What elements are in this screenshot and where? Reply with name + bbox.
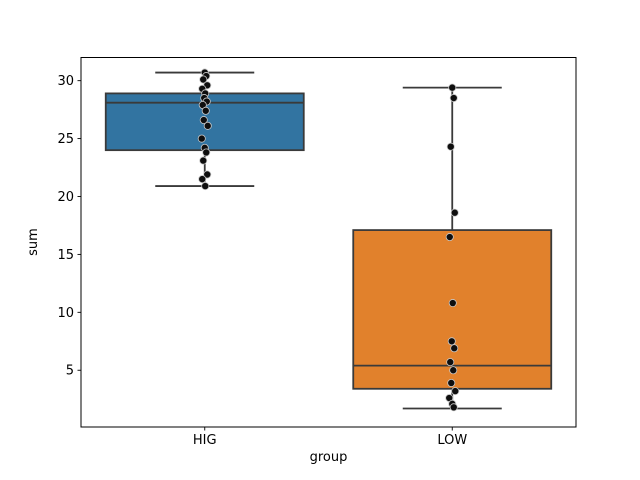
data-point-LOW [445, 233, 454, 242]
y-tick-label: 10 [57, 306, 74, 321]
data-point-HIG [203, 121, 212, 130]
x-tick-label-LOW: LOW [437, 433, 467, 448]
data-point-LOW [449, 94, 458, 103]
data-point-LOW [447, 337, 456, 346]
data-point-HIG [199, 75, 208, 84]
y-tick-label: 30 [57, 74, 74, 89]
y-tick-label: 25 [57, 132, 74, 147]
data-point-LOW [446, 142, 455, 151]
data-point-LOW [449, 366, 458, 375]
y-tick-label: 15 [57, 248, 74, 263]
data-point-HIG [199, 116, 208, 125]
y-axis-label: sum [26, 228, 41, 256]
data-point-HIG [201, 106, 210, 115]
data-point-HIG [203, 170, 212, 179]
data-point-LOW [449, 403, 458, 412]
axes-frame [80, 57, 577, 428]
data-point-LOW [450, 208, 459, 217]
y-axis-ticks: 5 10 15 20 25 30 [57, 74, 81, 379]
x-tick-label-HIG: HIG [193, 433, 217, 448]
data-point-HIG [202, 148, 211, 157]
data-point-LOW [451, 387, 460, 396]
data-point-LOW [448, 299, 457, 308]
data-point-LOW [447, 378, 456, 387]
x-axis-label: group [310, 450, 348, 465]
data-point-HIG [199, 156, 208, 165]
data-point-LOW [448, 83, 457, 92]
y-tick-label: 20 [57, 190, 74, 205]
data-point-HIG [197, 134, 206, 143]
data-point-LOW [450, 344, 459, 353]
data-point-LOW [446, 358, 455, 367]
x-axis-ticks: HIG LOW [193, 427, 467, 448]
data-point-HIG [198, 175, 207, 184]
data-point-HIG [201, 182, 210, 191]
y-tick-label: 5 [66, 364, 74, 379]
strip-points-layer [197, 68, 460, 412]
